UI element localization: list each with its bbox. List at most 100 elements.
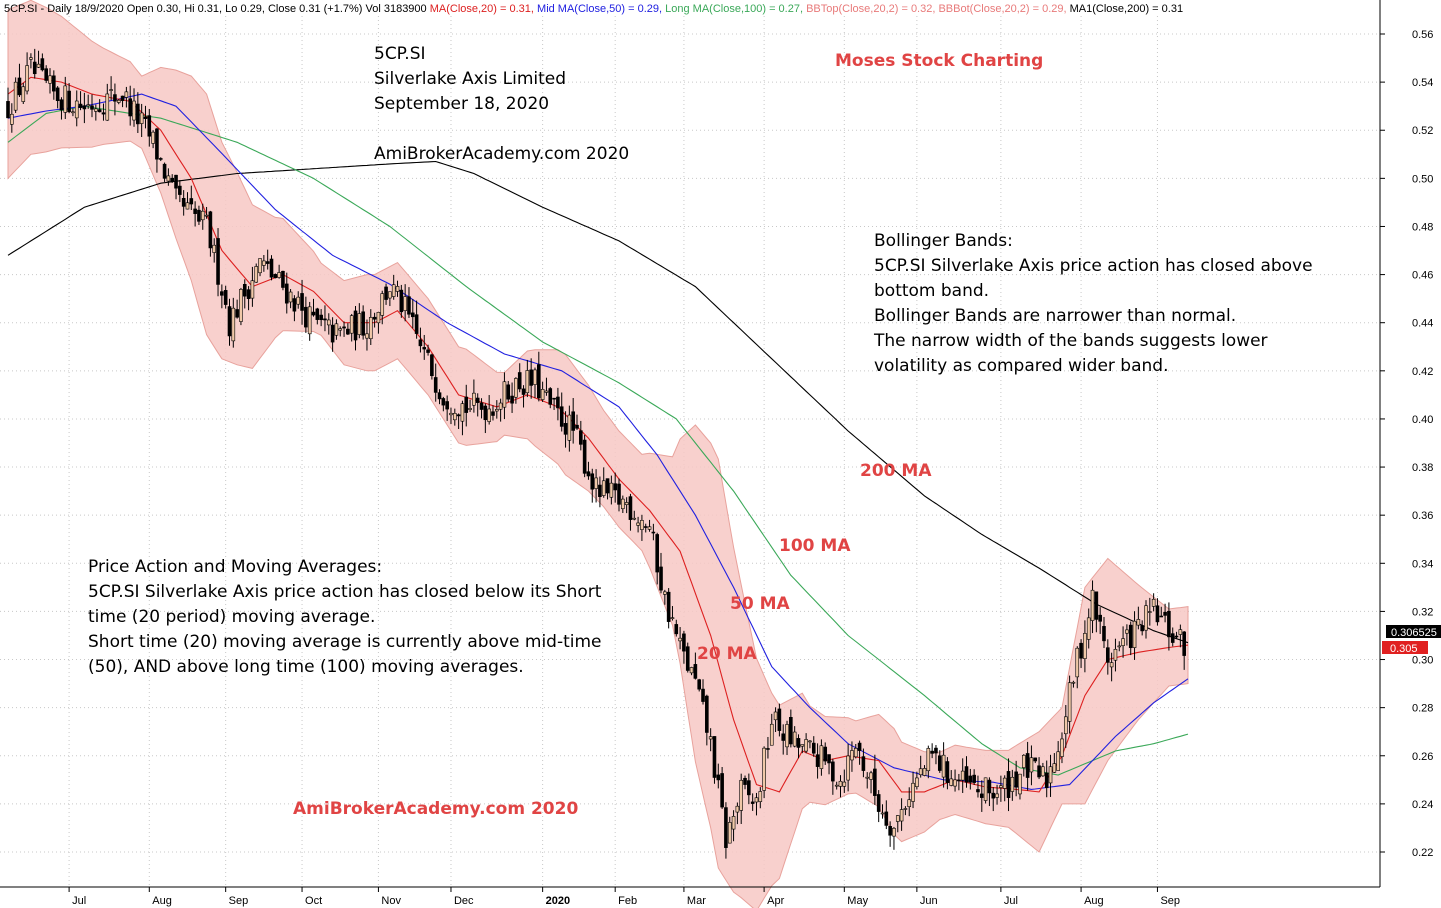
header-segment-1: MA(Close,20) = 0.31, xyxy=(430,3,537,15)
price-bar-body xyxy=(430,354,434,377)
price-bar-body xyxy=(1025,753,1030,778)
price-bar-body xyxy=(410,312,415,318)
price-bar-body xyxy=(372,316,377,320)
price-bar-body xyxy=(212,244,217,253)
header-segment-5: BBBot(Close,20,2) = 0.29, xyxy=(938,3,1069,15)
price-bar-body xyxy=(235,309,239,318)
price-bar-body xyxy=(533,369,537,385)
price-bar-body xyxy=(590,473,595,490)
price-bar-body xyxy=(743,777,747,785)
price-bar-body xyxy=(1094,591,1099,620)
price-bar-body xyxy=(976,789,980,793)
x-tick-label: Apr xyxy=(767,895,784,907)
price-bar-body xyxy=(651,531,656,534)
price-bar-body xyxy=(1083,633,1087,659)
price-bar-body xyxy=(895,815,900,822)
price-bar-body xyxy=(582,439,587,474)
price-bar-body xyxy=(632,517,637,520)
price-bar-body xyxy=(678,637,682,642)
price-bar-body xyxy=(368,317,373,340)
price-bar-body xyxy=(506,384,511,400)
ma50-label: 50 MA xyxy=(730,594,790,614)
price-bar-body xyxy=(804,739,808,752)
price-bar-body xyxy=(315,308,320,320)
y-tick-label: 0.44 xyxy=(1412,318,1433,330)
x-tick-label: Sep xyxy=(1160,895,1180,907)
price-bar-body xyxy=(934,747,938,754)
price-bar-body xyxy=(647,526,652,530)
price-bar-body xyxy=(598,484,602,497)
price-bar-body xyxy=(834,784,839,787)
price-bar-body xyxy=(918,768,923,776)
price-bar-body xyxy=(594,477,598,489)
price-bar-body xyxy=(873,768,877,796)
moving-averages xyxy=(7,76,1189,793)
price-bar-body xyxy=(94,108,98,112)
y-tick-label: 0.28 xyxy=(1412,703,1433,715)
price-bar-body xyxy=(987,779,992,794)
price-bar-body xyxy=(1128,624,1133,649)
price-bar-body xyxy=(353,310,358,341)
price-bar-body xyxy=(769,723,774,746)
price-bar-body xyxy=(1056,751,1060,771)
price-bar-body xyxy=(491,411,495,416)
price-bar-body xyxy=(552,397,556,400)
price-bar-body xyxy=(842,781,847,787)
price-bar-body xyxy=(926,748,931,772)
price-bar-body xyxy=(735,805,740,813)
price-bar-body xyxy=(739,779,744,811)
price-bar-body xyxy=(284,283,289,304)
price-bar-body xyxy=(846,755,850,781)
price-bar-body xyxy=(1018,773,1022,795)
price-bar-body xyxy=(605,478,610,494)
bollinger-band-area xyxy=(7,0,1189,908)
y-tick-label: 0.30 xyxy=(1412,655,1433,667)
price-bar-body xyxy=(1109,662,1114,668)
price-bar-body xyxy=(86,104,90,107)
price-bar-body xyxy=(464,396,469,413)
price-bar-body xyxy=(29,57,33,60)
price-bar-body xyxy=(957,779,961,782)
price-bar-body xyxy=(296,296,301,305)
price-bar-body xyxy=(1014,771,1018,788)
x-tick-label: Dec xyxy=(454,895,474,907)
price-bar-body xyxy=(674,624,679,635)
price-bar-body xyxy=(540,389,545,400)
price-bar-body xyxy=(750,801,755,804)
price-bar-body xyxy=(1086,617,1091,640)
y-tick-label: 0.54 xyxy=(1412,77,1433,89)
price-bar-body xyxy=(170,177,175,182)
price-bar-body xyxy=(376,311,381,324)
price-bar-body xyxy=(59,99,64,111)
price-bar-body xyxy=(1178,629,1183,635)
price-bar-body xyxy=(1021,754,1026,768)
price-bar-body xyxy=(911,782,915,802)
price-bar-body xyxy=(116,99,121,103)
price-bar-body xyxy=(250,280,255,299)
price-bar-body xyxy=(1052,763,1057,773)
price-bar-body xyxy=(983,777,988,801)
price-bar-body xyxy=(25,65,29,92)
price-bar-body xyxy=(1041,766,1045,777)
price-bar-body xyxy=(1136,619,1141,626)
price-bar-body xyxy=(269,258,274,278)
price-bar-body xyxy=(1132,620,1137,648)
y-tick-label: 0.26 xyxy=(1412,751,1433,763)
price-bar-body xyxy=(273,274,278,279)
price-bar-body xyxy=(319,314,323,321)
x-tick-label: Oct xyxy=(305,895,322,907)
x-tick-label: Sep xyxy=(229,895,249,907)
price-bar-body xyxy=(426,349,430,353)
price-bar-body xyxy=(1090,589,1095,621)
price-bar-body xyxy=(964,766,969,783)
price-bar-body xyxy=(63,85,68,113)
price-bar-body xyxy=(1174,635,1179,638)
price-bar-body xyxy=(216,238,220,285)
price-bar-body xyxy=(628,496,633,520)
y-tick-label: 0.52 xyxy=(1412,125,1433,137)
price-bar-body xyxy=(101,112,106,115)
price-bar-body xyxy=(517,372,522,390)
price-bar-body xyxy=(857,742,862,751)
price-bar-body xyxy=(1033,757,1038,762)
price-bar-body xyxy=(67,90,71,113)
